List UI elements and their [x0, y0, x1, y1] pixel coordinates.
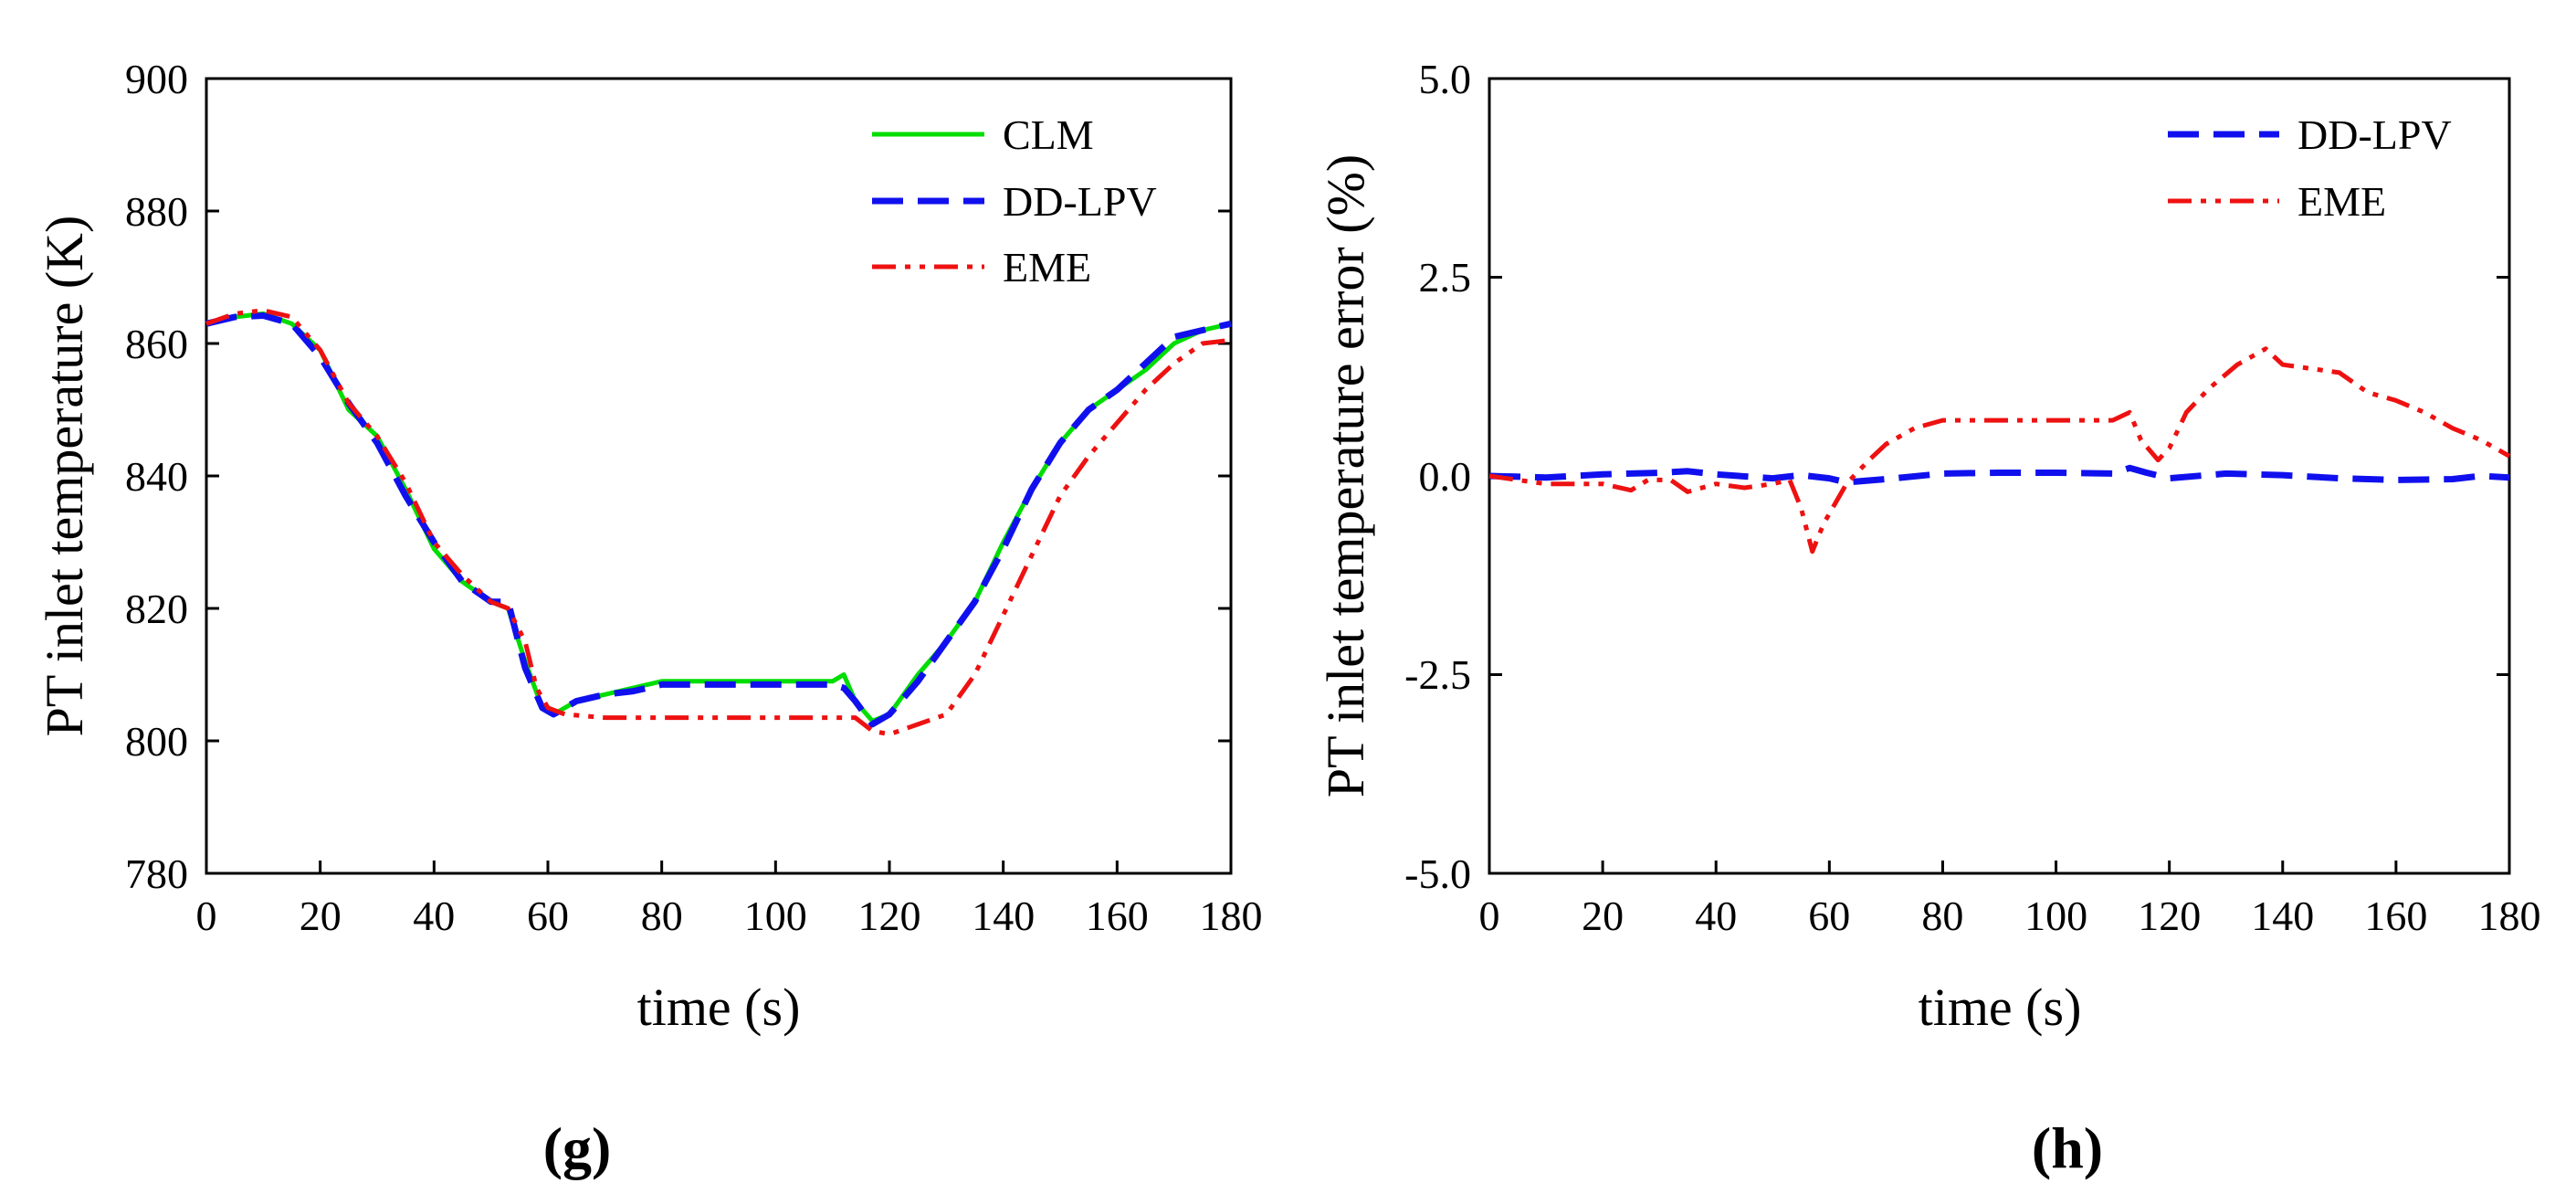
x-tick-label: 100 — [2024, 892, 2087, 939]
y-tick-label: 900 — [125, 56, 188, 102]
series-line-clm — [205, 311, 1232, 723]
x-tick-label: 160 — [2364, 892, 2427, 939]
y-tick-label: 840 — [125, 453, 188, 500]
series-g — [205, 308, 1232, 737]
x-tick-label: 60 — [1808, 892, 1850, 939]
y-tick-label: 5.0 — [1419, 56, 1472, 102]
legend-label-eme: EME — [2297, 178, 2386, 225]
x-tick-label: 0 — [196, 892, 217, 939]
x-tick-label: 20 — [300, 892, 342, 939]
chart-g: 0 20 40 60 80 100 120 140 160 180 780 80… — [35, 56, 1263, 1180]
x-axis-label: time (s) — [1919, 977, 2082, 1037]
x-tick-label: 140 — [2251, 892, 2314, 939]
x-tick-label: 0 — [1479, 892, 1500, 939]
y-tick-label: -5.0 — [1404, 850, 1471, 897]
panel-label-g: (g) — [543, 1115, 612, 1180]
y-axis-label: PT inlet temperature (K) — [35, 216, 94, 737]
legend-label-ddlpv: DD-LPV — [1003, 178, 1157, 225]
x-tick-label: 100 — [744, 892, 807, 939]
y-tick-label: 780 — [125, 850, 188, 897]
series-h — [1488, 346, 2511, 554]
legend-h: DD-LPV EME — [2168, 111, 2452, 225]
x-tick-label: 80 — [1921, 892, 1963, 939]
series-line-eme — [1488, 346, 2511, 554]
y-tick-label: 2.5 — [1419, 254, 1472, 301]
y-tick-label: 880 — [125, 188, 188, 235]
x-tick-label: 160 — [1086, 892, 1149, 939]
y-tick-label: -2.5 — [1404, 651, 1471, 698]
x-tick-label: 120 — [858, 892, 921, 939]
legend-g: CLM DD-LPV EME — [872, 111, 1157, 290]
x-tick-label: 120 — [2138, 892, 2201, 939]
x-tick-label: 60 — [527, 892, 569, 939]
y-axis-label: PT inlet temperature error (%) — [1316, 154, 1375, 797]
x-tick-label: 40 — [413, 892, 455, 939]
chart-h: 0 20 40 60 80 100 120 140 160 180 -5.0 -… — [1316, 56, 2541, 1180]
y-tick-label: 0.0 — [1419, 453, 1472, 500]
x-tick-label: 180 — [1200, 892, 1263, 939]
x-tick-label: 20 — [1582, 892, 1624, 939]
series-line-ddlpv — [205, 312, 1232, 728]
x-axis-label: time (s) — [637, 977, 801, 1037]
legend-label-clm: CLM — [1003, 111, 1094, 158]
y-tick-label: 860 — [125, 321, 188, 367]
legend-label-eme: EME — [1003, 244, 1091, 290]
series-line-eme — [205, 308, 1232, 737]
x-tick-label: 140 — [972, 892, 1035, 939]
x-tick-label: 180 — [2478, 892, 2541, 939]
legend-label-ddlpv: DD-LPV — [2297, 111, 2452, 158]
x-tick-label: 40 — [1695, 892, 1737, 939]
series-line-ddlpv — [1488, 464, 2510, 486]
y-tick-label: 800 — [125, 718, 188, 765]
ticks-g — [205, 77, 1233, 875]
y-tick-label: 820 — [125, 586, 188, 632]
panel-label-h: (h) — [2032, 1115, 2103, 1180]
x-tick-label: 80 — [641, 892, 683, 939]
